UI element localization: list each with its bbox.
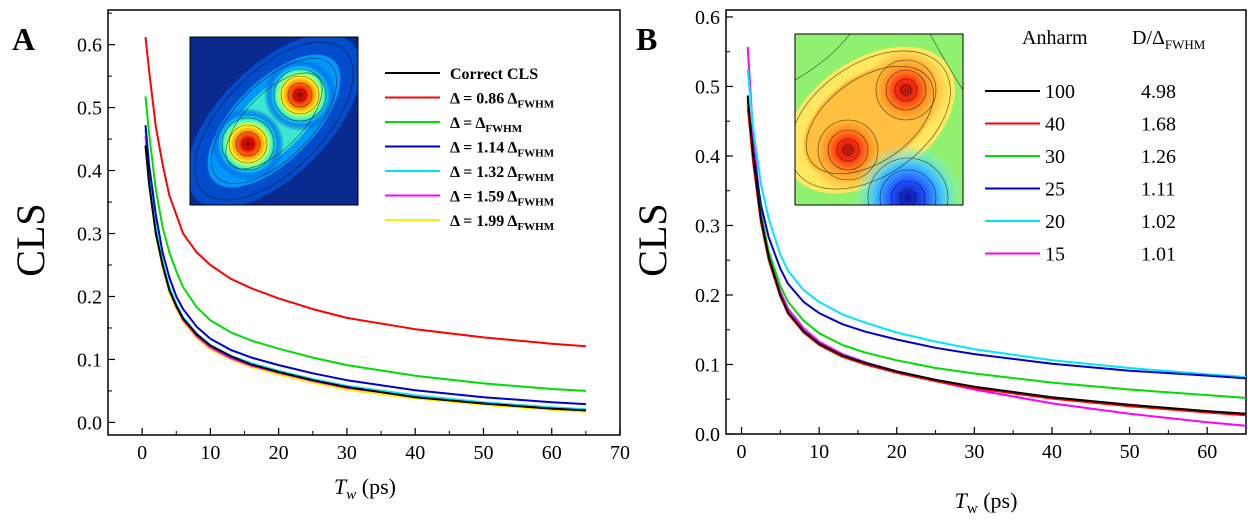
legend-label: Δ = 0.86 ΔFWHM <box>450 91 555 111</box>
x-tick-label: 60 <box>1197 441 1217 463</box>
x-axis-label: Tw (ps) <box>955 488 1018 517</box>
panel-letter-a: A <box>12 21 35 57</box>
y-tick-label: 0.1 <box>77 349 102 371</box>
series-line-2 <box>144 36 586 348</box>
x-tick-label: 30 <box>964 441 984 463</box>
x-tick-label: 10 <box>200 442 220 464</box>
legend-label: Δ = 1.32 ΔFWHM <box>450 164 555 184</box>
legend-anharm-value: 40 <box>1045 114 1065 136</box>
x-tick-label: 60 <box>542 442 562 464</box>
legend-anharm-value: 15 <box>1045 244 1065 266</box>
legend-ratio-value: 4.98 <box>1141 81 1176 103</box>
legend-ratio-value: 1.01 <box>1141 244 1176 266</box>
y-tick-label: 0.4 <box>77 161 102 183</box>
legend-label: Δ = ΔFWHM <box>450 115 523 135</box>
y-tick-label: 0.0 <box>77 412 102 434</box>
series-line-4 <box>746 100 1246 380</box>
legend-ratio-value: 1.11 <box>1141 179 1175 201</box>
series-line-1 <box>144 145 586 412</box>
series-line-5 <box>746 69 1246 378</box>
panel-letter-b: B <box>636 21 657 57</box>
inset-2d-spectrum-a <box>190 37 358 205</box>
x-axis-label: Tw (ps) <box>334 474 396 503</box>
y-tick-label: 0.5 <box>695 76 720 98</box>
series-line-4 <box>144 125 586 406</box>
inset-2d-spectrum-b <box>795 34 963 205</box>
y-tick-label: 0.3 <box>695 215 720 237</box>
y-tick-label: 0.5 <box>77 98 102 120</box>
plot-frame-a <box>107 9 621 436</box>
inset-frame-a <box>189 36 359 206</box>
series-line-3 <box>144 96 586 392</box>
x-tick-label: 50 <box>1120 441 1140 463</box>
legend-anharm-value: 20 <box>1045 211 1065 233</box>
y-axis-label: CLS <box>630 203 675 276</box>
y-tick-label: 0.1 <box>695 354 720 376</box>
x-tick-label: 50 <box>473 442 493 464</box>
legend-header-ratio: D/ΔFWHM <box>1132 27 1206 52</box>
x-tick-label: 70 <box>610 442 630 464</box>
legend-anharm-value: 25 <box>1045 179 1065 201</box>
x-tick-label: 10 <box>809 441 829 463</box>
y-tick-label: 0.0 <box>695 424 720 446</box>
legend-anharm-value: 100 <box>1045 81 1075 103</box>
y-tick-label: 0.2 <box>695 285 720 307</box>
legend-ratio-value: 1.68 <box>1141 114 1176 136</box>
y-tick-label: 0.3 <box>77 224 102 246</box>
legend-ratio-value: 1.26 <box>1141 146 1176 168</box>
y-tick-label: 0.6 <box>77 35 102 57</box>
y-tick-label: 0.2 <box>77 286 102 308</box>
x-tick-label: 0 <box>737 441 747 463</box>
inset-frame-b <box>794 33 964 206</box>
series-line-1 <box>746 95 1246 415</box>
y-tick-label: 0.4 <box>695 146 720 168</box>
y-axis-label: CLS <box>8 203 53 276</box>
legend-label: Δ = 1.99 ΔFWHM <box>450 213 555 233</box>
x-tick-label: 20 <box>269 442 289 464</box>
legend-label: Δ = 1.14 ΔFWHM <box>450 140 555 160</box>
plot-frame-b <box>725 9 1247 435</box>
x-tick-label: 40 <box>1042 441 1062 463</box>
x-tick-label: 0 <box>137 442 147 464</box>
x-tick-label: 30 <box>337 442 357 464</box>
legend-header-anharm: Anharm <box>1022 27 1088 49</box>
x-tick-label: 20 <box>887 441 907 463</box>
legend-label: Δ = 1.59 ΔFWHM <box>450 189 555 209</box>
x-tick-label: 40 <box>405 442 425 464</box>
y-tick-label: 0.6 <box>695 7 720 29</box>
legend-anharm-value: 30 <box>1045 146 1065 168</box>
legend-ratio-value: 1.02 <box>1141 211 1176 233</box>
legend-label: Correct CLS <box>450 66 538 83</box>
